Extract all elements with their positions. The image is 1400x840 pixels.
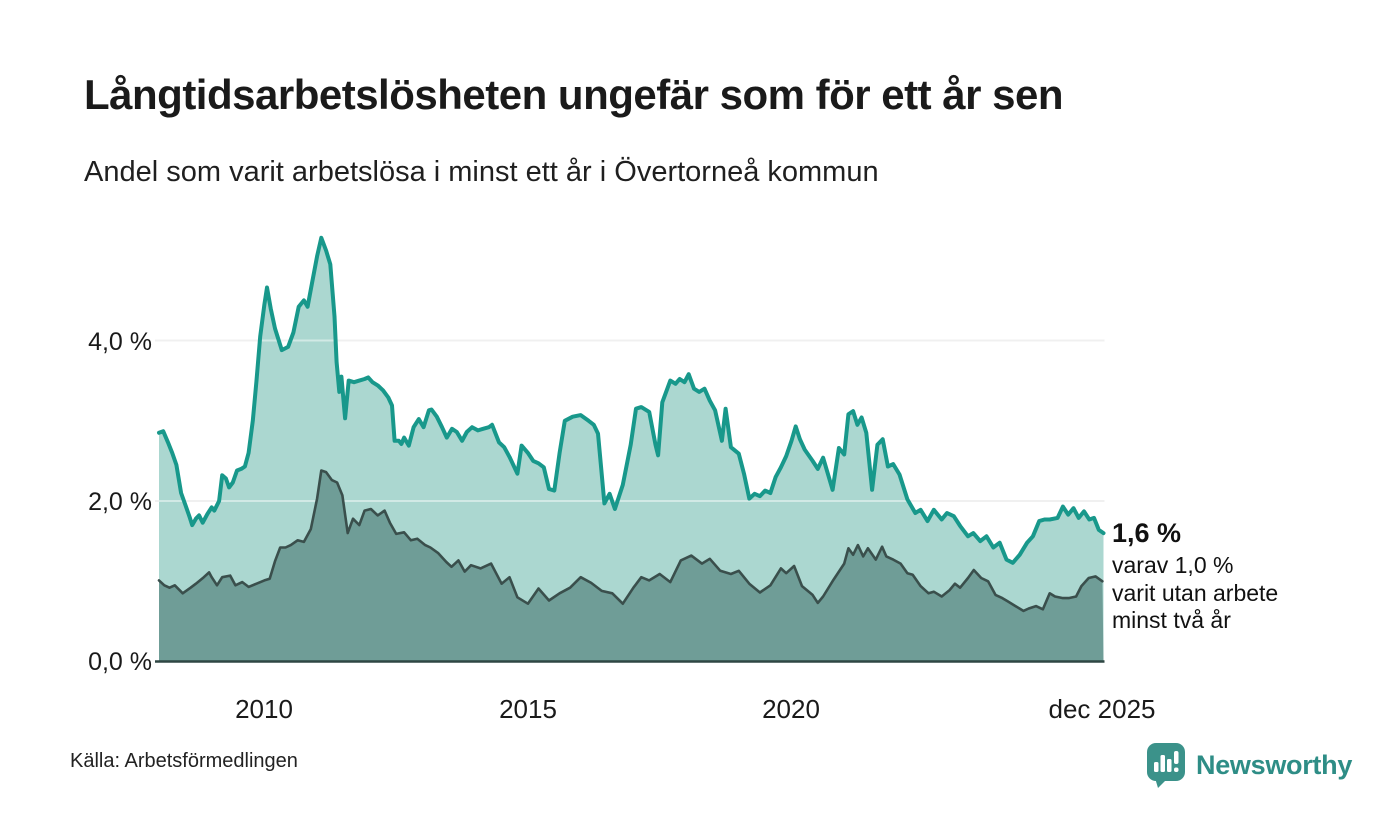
newsworthy-logo[interactable]: Newsworthy: [1146, 742, 1352, 788]
y-tick-label: 2,0 %: [88, 488, 152, 516]
x-tick-label: 2010: [235, 694, 293, 724]
line-unemployed-one-year: [157, 235, 1106, 565]
x-tick-label: dec 2025: [1048, 694, 1156, 724]
page-subtitle: Andel som varit arbetslösa i minst ett å…: [84, 156, 879, 188]
newsworthy-logo-icon: [1147, 743, 1185, 788]
annotation-line: varav 1,0 %: [1112, 552, 1234, 578]
source-text: Källa: Arbetsförmedlingen: [70, 750, 298, 772]
line-unemployed-two-years: [157, 469, 1104, 613]
newsworthy-wordmark: Newsworthy: [1196, 749, 1353, 780]
annotation-value: 1,6 %: [1112, 518, 1182, 548]
x-tick-label: 2015: [499, 694, 557, 724]
annotation-line: minst två år: [1112, 607, 1231, 633]
area-unemployed-two-years: [159, 470, 1104, 662]
last-value-annotation: 1,6 % varav 1,0 % varit utan arbete mins…: [1112, 518, 1352, 635]
gridline-overlay: [155, 339, 1105, 502]
y-tick-label: 4,0 %: [88, 328, 152, 356]
page-title: Långtidsarbetslösheten ungefär som för e…: [84, 71, 1064, 118]
annotation-line: varit utan arbete: [1112, 579, 1279, 606]
y-tick-label: 0,0 %: [88, 648, 152, 676]
x-tick-label: 2020: [762, 694, 820, 724]
